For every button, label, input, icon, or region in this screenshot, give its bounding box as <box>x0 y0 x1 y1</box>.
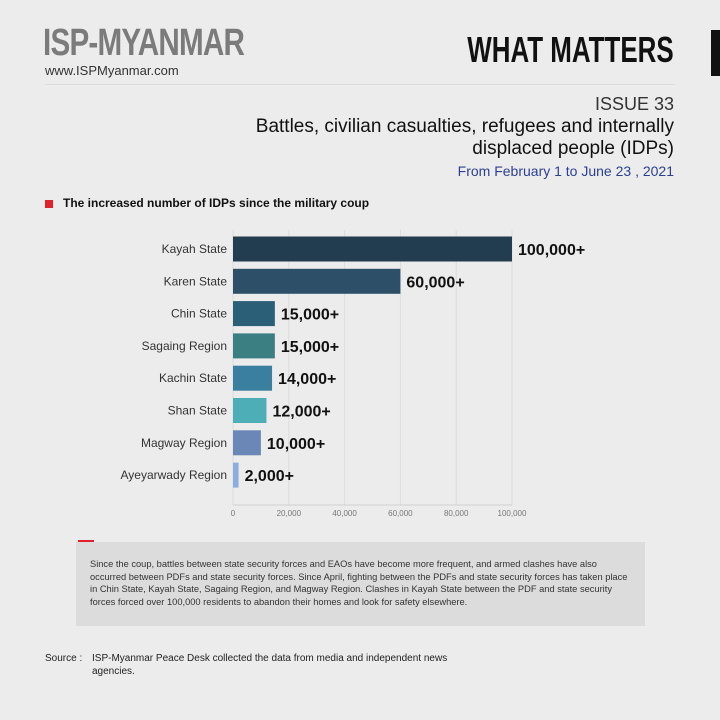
idp-bar-chart: 0 20,000 40,000 60,000 80,000 100,000 Kayah St… <box>120 230 585 518</box>
bar <box>233 365 273 391</box>
page-title-text: Battles, civilian casualties, refugees a… <box>255 116 674 159</box>
issue-number: ISSUE 33 <box>594 94 674 114</box>
data-label: 15,000+ <box>281 307 339 324</box>
page-title: Battles, civilian casualties, refugees a… <box>234 116 674 160</box>
category-label: Magway Region <box>141 436 227 450</box>
bar <box>233 236 512 262</box>
bullet-square-icon <box>45 200 53 208</box>
website-url[interactable]: www.ISPMyanmar.com <box>45 63 179 78</box>
data-label: 14,000+ <box>278 371 336 388</box>
note-accent-bar <box>78 540 94 543</box>
category-label: Chin State <box>171 307 227 321</box>
category-label: Karen State <box>164 274 228 288</box>
section-title: WHAT MATTERS <box>467 29 674 70</box>
x-tick-label: 40,000 <box>332 509 357 518</box>
bar <box>233 268 401 294</box>
data-label: 2,000+ <box>245 468 294 485</box>
category-label: Shan State <box>168 404 228 418</box>
date-range: From February 1 to June 23 , 2021 <box>457 163 674 179</box>
data-label: 10,000+ <box>267 436 325 453</box>
chart-subtitle: The increased number of IDPs since the m… <box>63 196 370 210</box>
category-label: Kachin State <box>159 371 227 385</box>
x-tick-label: 100,000 <box>498 509 527 518</box>
bar <box>233 398 267 423</box>
bar <box>233 333 275 359</box>
brand-logo: ISP-MYANMAR <box>43 22 245 64</box>
data-label: 60,000+ <box>406 274 464 291</box>
source-label: Source : <box>45 653 83 664</box>
x-tick-label: 20,000 <box>277 509 302 518</box>
data-label: 100,000+ <box>518 242 585 259</box>
x-tick-label: 80,000 <box>444 509 469 518</box>
header-divider <box>45 84 675 85</box>
x-tick-label: 0 <box>231 509 236 518</box>
category-label: Sagaing Region <box>142 339 227 353</box>
note-text: Since the coup, battles between state se… <box>90 559 628 608</box>
bar <box>233 301 275 327</box>
data-label: 15,000+ <box>281 339 339 356</box>
category-label: Kayah State <box>162 242 228 256</box>
data-label: 12,000+ <box>272 404 330 421</box>
section-tab-marker <box>711 30 720 76</box>
note-box: Since the coup, battles between state se… <box>76 542 645 626</box>
source-text: ISP-Myanmar Peace Desk collected the dat… <box>92 653 448 677</box>
category-label: Ayeyarwady Region <box>120 468 227 482</box>
x-tick-label: 60,000 <box>388 509 413 518</box>
bar <box>233 462 239 488</box>
bar <box>233 430 261 456</box>
